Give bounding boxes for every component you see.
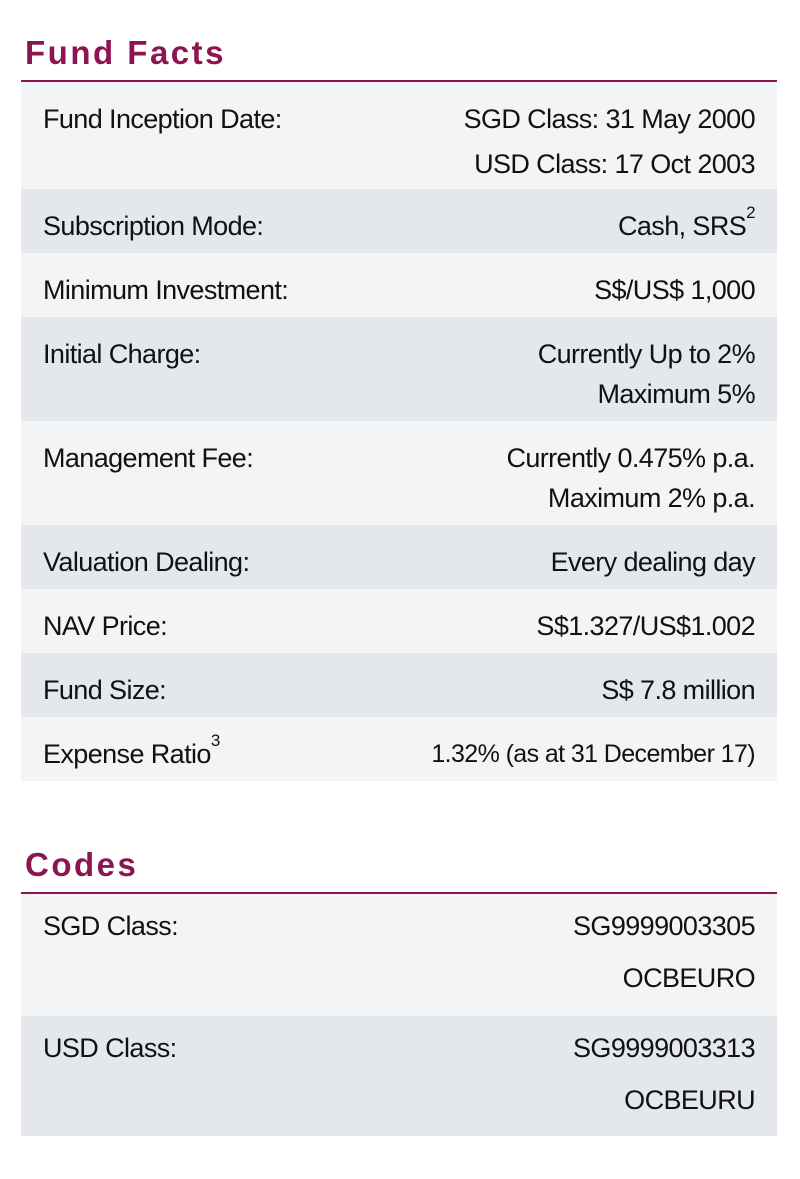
row-value: SG9999003313 OCBEURU bbox=[355, 1016, 777, 1136]
row-value: S$ 7.8 million bbox=[601, 675, 755, 705]
table-row-fund-size: Fund Size: S$ 7.8 million bbox=[21, 653, 777, 717]
row-label: NAV Price: bbox=[43, 611, 168, 641]
table-row-minimum-investment: Minimum Investment: S$/US$ 1,000 bbox=[21, 253, 777, 317]
value-line: Currently Up to 2% bbox=[537, 339, 756, 369]
row-label: Fund Inception Date: bbox=[43, 104, 282, 134]
row-label: Expense Ratio3 bbox=[21, 717, 354, 781]
table-row-subscription-mode: Subscription Mode: Cash, SRS2 bbox=[21, 189, 777, 253]
table-row-fund-inception-date: Fund Inception Date: SGD Class: 31 May 2… bbox=[21, 82, 777, 189]
value-line: SG9999003313 bbox=[573, 1033, 756, 1063]
table-row-nav-price: NAV Price: S$1.327/US$1.002 bbox=[21, 589, 777, 653]
row-value: Every dealing day bbox=[550, 547, 756, 577]
value-line: OCBEURU bbox=[624, 1085, 755, 1115]
table-row-sgd-class: SGD Class: SG9999003305 OCBEURO bbox=[21, 894, 777, 1016]
row-value: S$1.327/US$1.002 bbox=[536, 611, 755, 641]
footnote-marker: 2 bbox=[746, 203, 755, 222]
fund-facts-rule bbox=[21, 80, 777, 82]
row-label: SGD Class: bbox=[43, 911, 179, 941]
fund-facts-table: Fund Inception Date: SGD Class: 31 May 2… bbox=[21, 82, 777, 781]
row-value: Cash, SRS2 bbox=[354, 189, 777, 253]
row-label: USD Class: bbox=[43, 1033, 177, 1063]
codes-table: SGD Class: SG9999003305 OCBEURO USD Clas… bbox=[21, 894, 777, 1136]
footnote-marker: 3 bbox=[210, 731, 220, 750]
table-row-valuation-dealing: Valuation Dealing: Every dealing day bbox=[21, 525, 777, 589]
value-line: Maximum 2% p.a. bbox=[547, 483, 756, 513]
value-text: Cash, SRS bbox=[617, 211, 747, 241]
row-value: SGD Class: 31 May 2000 USD Class: 17 Oct… bbox=[354, 82, 777, 189]
row-label: Minimum Investment: bbox=[43, 275, 289, 305]
table-row-management-fee: Management Fee: Currently 0.475% p.a. Ma… bbox=[21, 421, 777, 525]
table-row-usd-class: USD Class: SG9999003313 OCBEURU bbox=[21, 1016, 777, 1136]
row-label: Subscription Mode: bbox=[43, 211, 264, 241]
row-value: Currently Up to 2% Maximum 5% bbox=[354, 317, 777, 421]
codes-title: Codes bbox=[25, 846, 139, 883]
label-text: Expense Ratio bbox=[43, 739, 211, 769]
codes-rule bbox=[21, 892, 777, 894]
row-label: Initial Charge: bbox=[43, 339, 201, 369]
value-line: USD Class: 17 Oct 2003 bbox=[474, 149, 756, 179]
row-label: Fund Size: bbox=[43, 675, 167, 705]
row-value: SG9999003305 OCBEURO bbox=[355, 894, 777, 1016]
fund-facts-title: Fund Facts bbox=[25, 34, 227, 71]
table-row-expense-ratio: Expense Ratio3 1.32% (as at 31 December … bbox=[21, 717, 777, 781]
row-label: Valuation Dealing: bbox=[43, 547, 250, 577]
fund-facts-section: Fund Facts Fund Inception Date: SGD Clas… bbox=[21, 30, 777, 781]
value-line: SGD Class: 31 May 2000 bbox=[463, 104, 756, 134]
row-label: Management Fee: bbox=[43, 443, 254, 473]
row-value: Currently 0.475% p.a. Maximum 2% p.a. bbox=[354, 421, 777, 525]
value-line: SG9999003305 bbox=[573, 911, 756, 941]
table-row-initial-charge: Initial Charge: Currently Up to 2% Maxim… bbox=[21, 317, 777, 421]
value-line: Currently 0.475% p.a. bbox=[506, 443, 755, 473]
value-line: Maximum 5% bbox=[597, 379, 755, 409]
value-line: OCBEURO bbox=[622, 963, 756, 993]
codes-section: Codes SGD Class: SG9999003305 OCBEURO US… bbox=[21, 842, 777, 1136]
row-value: 1.32% (as at 31 December 17) bbox=[431, 740, 755, 768]
row-value: S$/US$ 1,000 bbox=[594, 275, 756, 305]
